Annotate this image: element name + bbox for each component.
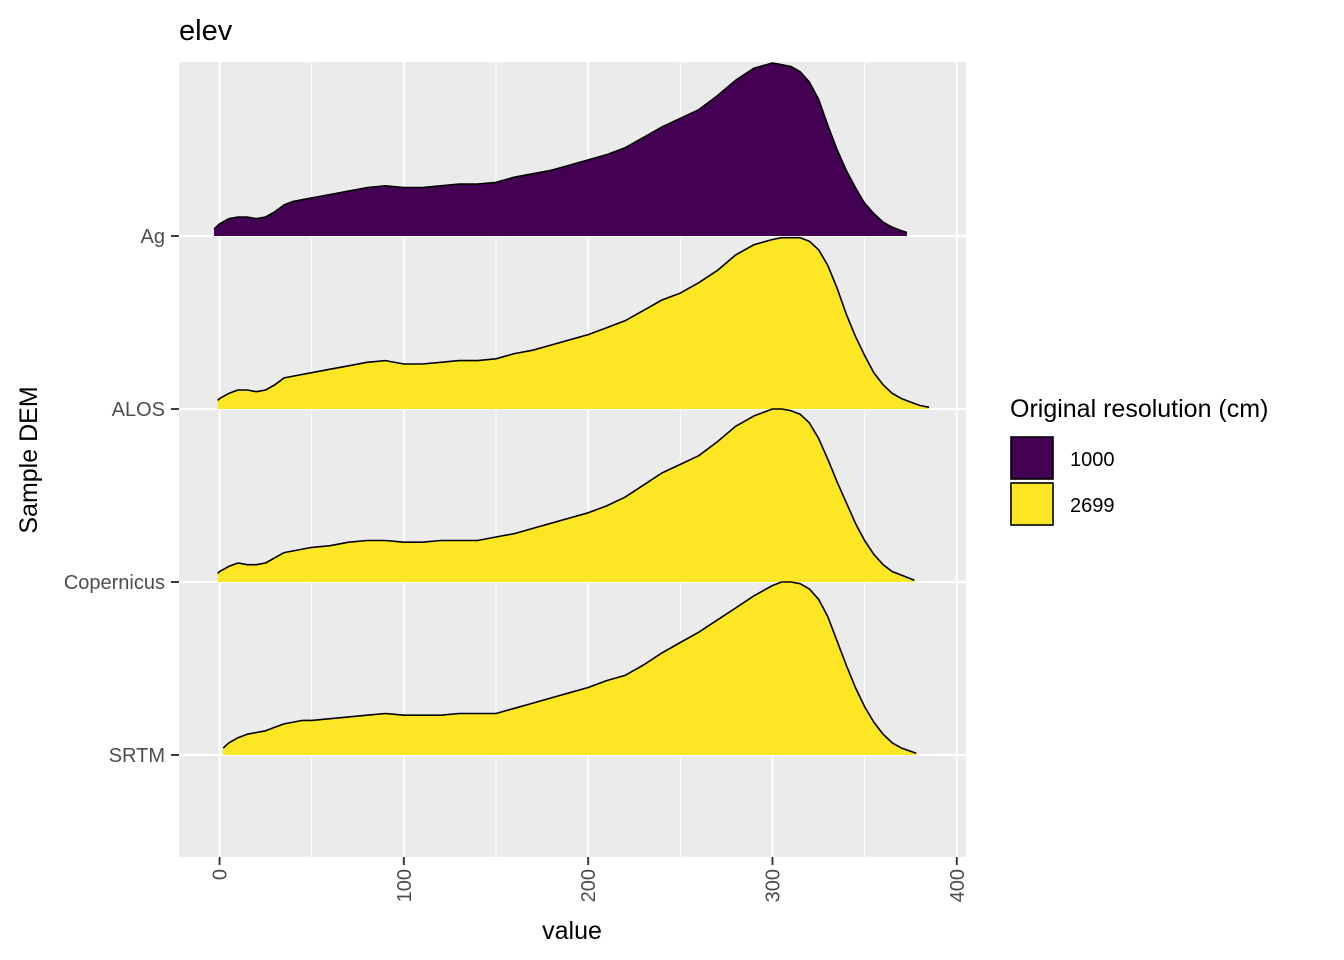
legend-key-swatch	[1010, 436, 1054, 480]
x-axis: 0 100 200 300 400	[210, 857, 969, 902]
x-tick-label: 300	[762, 869, 784, 902]
legend: Original resolution (cm) 1000 2699	[1010, 395, 1268, 526]
ridge-area-alos	[217, 237, 930, 409]
plot-title: elev	[179, 15, 233, 47]
ridge-area-srtm	[223, 582, 917, 755]
y-tick-label: ALOS	[112, 399, 165, 421]
legend-title: Original resolution (cm)	[1010, 395, 1268, 423]
legend-key-label: 2699	[1070, 495, 1115, 517]
ridge-area-copernicus	[217, 409, 915, 582]
legend-keys: 1000 2699	[1010, 436, 1115, 526]
ridge-line-srtm	[222, 581, 917, 755]
y-tick-label: Ag	[141, 226, 165, 248]
legend-key-swatch	[1010, 482, 1054, 526]
legend-key-label: 1000	[1070, 449, 1115, 471]
x-tick-label: 0	[210, 869, 232, 880]
x-tick-label: 100	[394, 869, 416, 902]
y-tick-label: Copernicus	[64, 572, 165, 594]
y-axis: Ag ALOS Copernicus SRTM	[64, 226, 179, 767]
ridge-area-ag	[214, 63, 907, 236]
ridges	[213, 62, 930, 755]
x-axis-title: value	[542, 917, 602, 945]
ridge-line-ag	[213, 62, 908, 234]
x-tick-label: 200	[578, 869, 600, 902]
y-axis-title: Sample DEM	[15, 386, 43, 533]
x-tick-label: 400	[947, 869, 969, 902]
y-tick-label: SRTM	[109, 745, 165, 767]
ridge-line-alos	[217, 236, 930, 409]
ridge-line-copernicus	[217, 408, 915, 582]
